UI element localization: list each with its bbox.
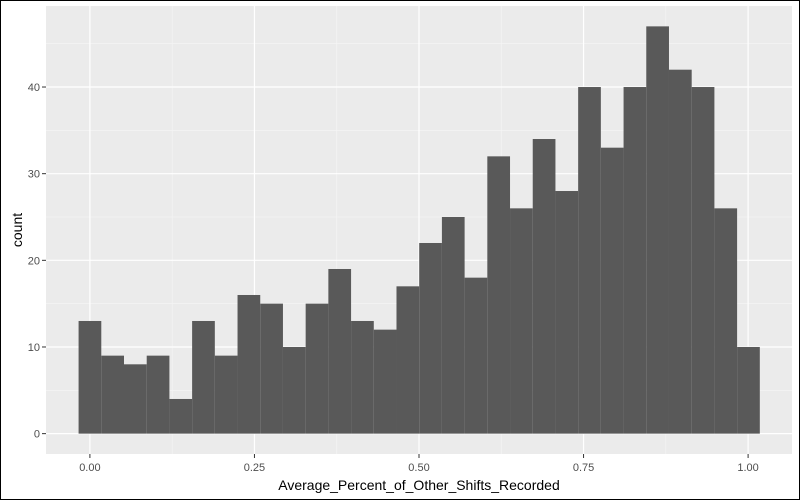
histogram-bar — [646, 26, 669, 434]
y-tick-label: 40 — [28, 82, 40, 94]
histogram-bar — [123, 364, 147, 434]
histogram-bar — [282, 346, 306, 434]
histogram-bar — [441, 217, 465, 434]
histogram-bar — [260, 303, 283, 434]
x-axis-title: Average_Percent_of_Other_Shifts_Recorded — [278, 477, 559, 493]
histogram-bar — [555, 191, 579, 434]
y-tick-label: 30 — [28, 169, 40, 181]
y-tick-label: 0 — [34, 429, 40, 441]
y-tick-label: 20 — [28, 255, 40, 267]
histogram-bar — [101, 355, 124, 434]
histogram-bar — [78, 320, 102, 434]
histogram-bar — [532, 139, 556, 434]
y-axis: 0 10 20 30 40 — [28, 82, 46, 441]
x-axis: 0.00 0.25 0.50 0.75 1.00 — [79, 454, 759, 474]
histogram-bar — [214, 355, 238, 434]
histogram-bar — [351, 320, 374, 434]
histogram-bars — [78, 26, 760, 434]
histogram-bar — [169, 398, 193, 434]
x-tick-label: 0.50 — [408, 462, 429, 474]
histogram-bar — [600, 147, 624, 434]
histogram-bar — [691, 87, 715, 434]
histogram-bar — [305, 303, 329, 434]
x-tick-label: 0.75 — [573, 462, 594, 474]
histogram-bar — [192, 320, 215, 434]
histogram-bar — [510, 208, 533, 434]
histogram-bar — [396, 286, 420, 434]
x-tick-label: 0.25 — [244, 462, 265, 474]
histogram-bar — [714, 208, 738, 434]
histogram-bar — [578, 87, 601, 434]
histogram-bar — [737, 346, 760, 434]
histogram-bar — [668, 69, 692, 434]
y-axis-title: count — [9, 213, 25, 247]
histogram-bar — [328, 268, 352, 434]
histogram-bar — [146, 355, 170, 434]
histogram-bar — [237, 294, 261, 434]
histogram-bar — [373, 329, 397, 434]
y-tick-label: 10 — [28, 342, 40, 354]
histogram-bar — [623, 87, 647, 434]
histogram-bar — [487, 156, 511, 434]
histogram-bar — [419, 242, 442, 434]
histogram-bar — [464, 277, 488, 434]
x-tick-label: 0.00 — [79, 462, 100, 474]
x-tick-label: 1.00 — [737, 462, 758, 474]
